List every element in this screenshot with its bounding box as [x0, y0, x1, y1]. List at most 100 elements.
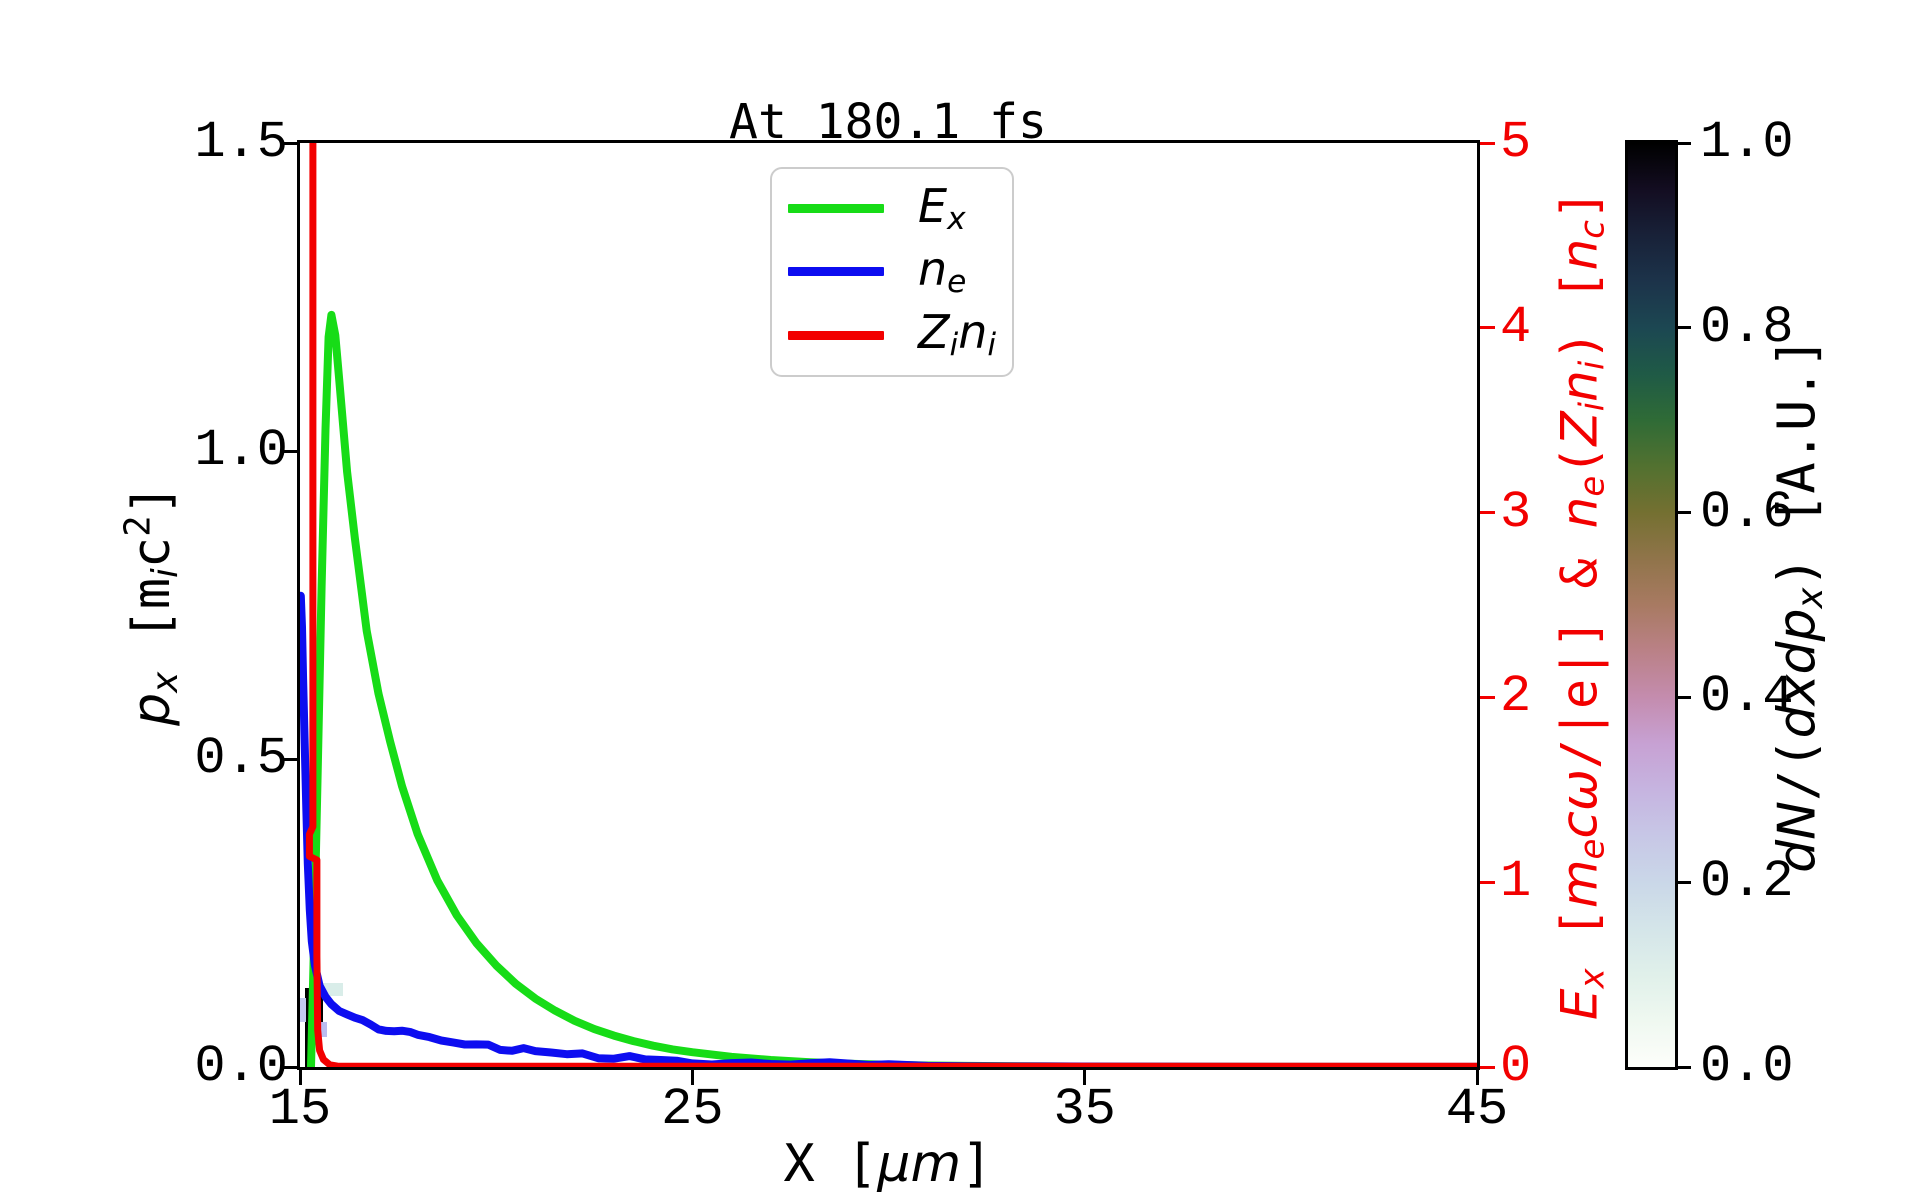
y-right-tick-label: 4 [1500, 297, 1532, 357]
legend-entry-ne: ne [772, 241, 1012, 303]
label-fragment: ] [1550, 189, 1609, 220]
label-fragment: 2 [117, 515, 159, 537]
legend-label-Ex: Ex [918, 183, 966, 235]
colorbar-border [1625, 140, 1678, 1070]
colorbar-tick [1678, 511, 1691, 515]
label-fragment: ω [1550, 769, 1609, 812]
colorbar-tick-label: 0.4 [1700, 667, 1794, 727]
plot-area [300, 143, 1477, 1067]
colorbar-tick [1678, 1065, 1691, 1069]
chart-title: At 180.1 fs [729, 94, 1047, 150]
legend-line-Zini [788, 330, 884, 340]
label-fragment: μ [877, 1134, 911, 1194]
y-left-tick-label: 0.5 [194, 729, 288, 788]
x-tick [1475, 1070, 1479, 1085]
label-fragment: /|e|] & [1550, 528, 1609, 770]
label-fragment: c [1550, 811, 1609, 839]
y-right-tick-label: 3 [1500, 482, 1532, 542]
legend-entry-Zini: Zini [772, 304, 1012, 366]
curve-ne [300, 591, 1477, 1067]
label-fragment: m [1550, 859, 1609, 909]
colorbar-tick-label: 1.0 [1700, 113, 1794, 172]
label-fragment: e [947, 263, 967, 300]
x-tick [298, 1070, 302, 1085]
y-left-tick [282, 449, 297, 453]
colorbar-tick-label: 0.8 [1700, 297, 1794, 357]
label-fragment: x [144, 671, 186, 693]
label-fragment: c [122, 536, 183, 569]
y-right-tick [1480, 141, 1495, 145]
label-fragment: m [910, 1134, 962, 1194]
label-fragment: ) [1767, 556, 1828, 588]
y-right-tick-label: 2 [1500, 667, 1532, 727]
y-axis-label-right: Ex [mecω/|e|] & ne(Zini) [nc] [1550, 190, 1612, 1020]
x-tick-label: 35 [1053, 1080, 1116, 1139]
y-left-tick [282, 1065, 297, 1069]
label-fragment: c [1572, 220, 1613, 239]
y-right-tick [1480, 695, 1495, 699]
x-tick [1083, 1070, 1087, 1085]
label-fragment: n [958, 305, 988, 360]
label-fragment: ( [1550, 445, 1609, 476]
x-axis-label: X [μm] [784, 1138, 993, 1190]
label-fragment: [ [1550, 908, 1609, 969]
label-fragment: e [1572, 838, 1613, 860]
label-fragment: [m [122, 577, 183, 672]
label-fragment: E [1550, 988, 1609, 1021]
y-left-tick [282, 141, 297, 145]
label-fragment: N [1767, 800, 1828, 840]
y-left-tick-label: 1.5 [194, 113, 288, 172]
label-fragment: p [1767, 608, 1828, 642]
y-axis-label-left: px [mic2] [117, 484, 186, 726]
y-right-tick [1480, 326, 1495, 330]
x-tick-label: 15 [268, 1080, 332, 1139]
x-tick-label: 25 [661, 1080, 724, 1139]
label-fragment: x [1790, 587, 1832, 609]
label-fragment: E [918, 178, 948, 233]
x-tick-label: 45 [1445, 1080, 1509, 1139]
y-right-tick-label: 0 [1500, 1037, 1532, 1096]
y-right-tick [1480, 880, 1495, 884]
colorbar-tick [1678, 141, 1691, 145]
colorbar-tick [1678, 326, 1691, 330]
y-right-tick-label: 1 [1500, 852, 1532, 912]
colorbar-tick [1678, 695, 1691, 699]
colorbar-tick [1678, 880, 1691, 884]
legend-label-Zini: Zini [918, 309, 996, 361]
curve-Zini [305, 143, 1477, 1067]
label-fragment: x [947, 200, 966, 237]
label-fragment: Z [918, 305, 950, 360]
curve-Ex [307, 310, 1477, 1067]
y-left-tick-label: 0.0 [194, 1037, 288, 1096]
colorbar-tick-label: 0.6 [1700, 482, 1794, 542]
label-fragment: n [1550, 370, 1609, 402]
y-left-tick [282, 757, 297, 761]
legend-line-ne [788, 267, 884, 277]
colorbar-tick-label: 0.0 [1700, 1037, 1794, 1096]
y-left-tick-label: 1.0 [194, 421, 288, 480]
label-fragment: i [144, 568, 186, 578]
colorbar-gradient [1628, 143, 1675, 1067]
label-fragment: /( [1767, 738, 1828, 801]
label-fragment: X [ [783, 1134, 878, 1194]
x-tick [690, 1070, 694, 1085]
label-fragment: i [949, 327, 959, 364]
colorbar-label: dN/(dxdpx) [A.U.] [1767, 337, 1832, 873]
label-fragment: ] [961, 1134, 993, 1194]
label-fragment: e [1572, 475, 1613, 497]
legend-entry-Ex: Ex [772, 178, 1012, 240]
label-fragment: n [1550, 496, 1609, 529]
label-fragment: i [987, 327, 997, 364]
label-fragment: ] [122, 484, 183, 516]
curves-layer [300, 143, 1477, 1067]
label-fragment: n [918, 241, 948, 296]
legend-line-Ex [788, 204, 884, 214]
legend: Ex ne Zini [770, 167, 1014, 377]
colorbar-tick-label: 0.2 [1700, 852, 1794, 912]
legend-label-ne: ne [918, 246, 966, 298]
y-right-tick-label: 5 [1500, 113, 1532, 172]
y-right-tick [1480, 511, 1495, 515]
label-fragment: i [1572, 401, 1613, 412]
label-fragment: i [1572, 360, 1613, 371]
